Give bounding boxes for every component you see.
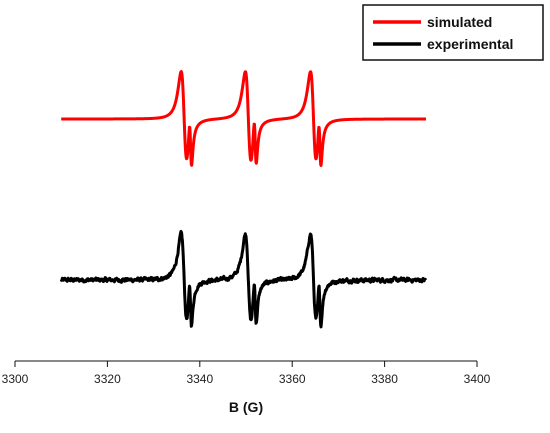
x-tick-label: 3340 — [186, 372, 213, 386]
legend-box — [362, 4, 544, 61]
legend-label-experimental: experimental — [427, 36, 513, 52]
legend: simulated experimental — [362, 4, 544, 61]
x-axis-title: B (G) — [229, 399, 263, 415]
legend-label-simulated: simulated — [427, 14, 492, 30]
series-layer — [59, 70, 428, 329]
x-tick-label: 3360 — [279, 372, 306, 386]
x-tick-label: 3400 — [464, 372, 491, 386]
series-line-simulated — [60, 70, 428, 167]
x-axis-ticks: 3300 3320 3340 3360 3380 3400 — [2, 361, 491, 386]
series-line-experimental — [59, 229, 428, 329]
x-tick-label: 3320 — [94, 372, 121, 386]
x-tick-label: 3300 — [2, 372, 29, 386]
x-tick-label: 3380 — [371, 372, 398, 386]
